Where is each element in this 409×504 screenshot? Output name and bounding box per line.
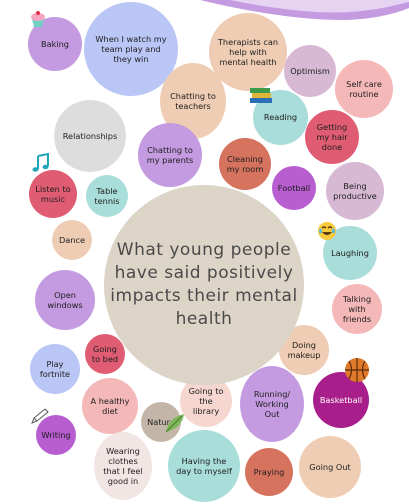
- bubble-dance: Dance: [52, 220, 92, 260]
- cupcake-icon: [31, 11, 45, 27]
- bubble-music: Listen to music: [29, 170, 77, 218]
- bubble-fortnite: Play fortnite: [30, 344, 80, 394]
- bubble-haircut: Getting my hair done: [305, 110, 359, 164]
- bubble-clothes: Wearing clothes that I feel good in: [94, 432, 152, 500]
- books-icon: [250, 88, 272, 103]
- bubble-running: Running/ Working Out: [240, 366, 304, 442]
- music-notes-icon: [32, 153, 49, 172]
- bubble-baking: Baking: [28, 17, 82, 71]
- bubble-tabletennis: Table tennis: [86, 175, 128, 217]
- bubble-therapists: Therapists can help with mental health: [209, 13, 287, 91]
- decorative-wave: [200, 0, 409, 20]
- bubble-parents: Chatting to my parents: [138, 123, 202, 187]
- bubble-goingout: Going Out: [299, 436, 361, 498]
- bubble-writing: Writing: [36, 415, 76, 455]
- bubble-day: Having the day to myself: [168, 430, 240, 502]
- bubble-friends: Talking with friends: [332, 284, 382, 334]
- bubble-relationships: Relationships: [54, 100, 126, 172]
- bubble-diet: A healthy diet: [82, 378, 138, 434]
- bubble-productive: Being productive: [326, 162, 384, 220]
- bubble-football: Football: [272, 166, 316, 210]
- leaf-icon: [165, 414, 184, 433]
- bubble-teachers: Chatting to teachers: [160, 63, 226, 139]
- bubble-praying: Praying: [245, 448, 293, 496]
- bubble-selfcare: Self care routine: [335, 60, 393, 118]
- bubble-cleaning: Cleaning my room: [219, 138, 271, 190]
- bubble-windows: Open windows: [35, 270, 95, 330]
- bubble-team: When I watch my team play and they win: [84, 2, 178, 96]
- basketball-icon: [345, 358, 369, 382]
- main-title-circle: What young people have said positively i…: [104, 185, 304, 385]
- laughing-emoji-icon: [318, 222, 336, 240]
- bubble-laughing: Laughing: [323, 226, 377, 280]
- bubble-bed: Going to bed: [85, 334, 125, 374]
- pencil-icon: [31, 408, 49, 424]
- bubble-optimism: Optimism: [284, 45, 336, 97]
- page-title: What young people have said positively i…: [110, 240, 298, 329]
